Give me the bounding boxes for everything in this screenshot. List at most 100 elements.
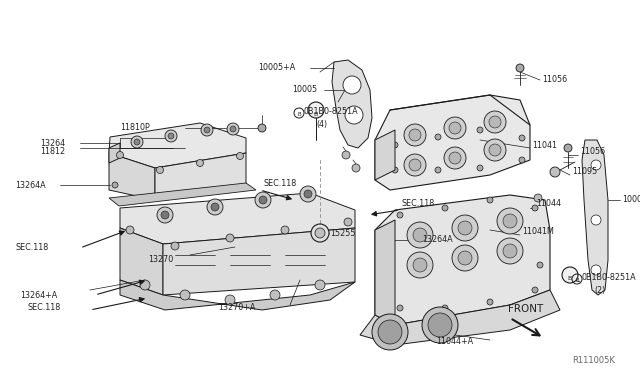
Circle shape	[487, 197, 493, 203]
Circle shape	[503, 244, 517, 258]
Polygon shape	[109, 123, 246, 168]
Text: B: B	[575, 278, 579, 282]
Circle shape	[161, 211, 169, 219]
Circle shape	[345, 106, 363, 124]
Polygon shape	[360, 290, 560, 345]
Circle shape	[591, 215, 601, 225]
Text: 13264A: 13264A	[15, 180, 45, 189]
Circle shape	[343, 76, 361, 94]
Circle shape	[300, 186, 316, 202]
Text: (2): (2)	[594, 285, 605, 295]
Circle shape	[487, 299, 493, 305]
Polygon shape	[120, 228, 163, 295]
Circle shape	[477, 165, 483, 171]
Circle shape	[392, 167, 398, 173]
Circle shape	[489, 144, 501, 156]
Circle shape	[352, 164, 360, 172]
Circle shape	[497, 238, 523, 264]
Circle shape	[116, 151, 124, 158]
Circle shape	[180, 290, 190, 300]
Circle shape	[489, 116, 501, 128]
Circle shape	[591, 265, 601, 275]
Circle shape	[452, 215, 478, 241]
Text: FRONT: FRONT	[508, 304, 543, 314]
Circle shape	[211, 203, 219, 211]
Circle shape	[168, 133, 174, 139]
Text: 10005: 10005	[292, 86, 317, 94]
Circle shape	[537, 262, 543, 268]
Circle shape	[444, 147, 466, 169]
Circle shape	[422, 307, 458, 343]
Circle shape	[550, 167, 560, 177]
Circle shape	[311, 224, 329, 242]
Circle shape	[413, 258, 427, 272]
Circle shape	[165, 130, 177, 142]
Circle shape	[442, 205, 448, 211]
Circle shape	[413, 228, 427, 242]
Circle shape	[204, 127, 210, 133]
Polygon shape	[120, 280, 355, 310]
Circle shape	[304, 190, 312, 198]
Circle shape	[131, 136, 143, 148]
Circle shape	[157, 167, 163, 173]
Circle shape	[196, 160, 204, 167]
Polygon shape	[375, 195, 550, 325]
Circle shape	[255, 192, 271, 208]
Text: 0B1B0-8251A: 0B1B0-8251A	[582, 273, 637, 282]
Circle shape	[237, 153, 243, 160]
Text: 13264: 13264	[40, 138, 65, 148]
Text: SEC.118: SEC.118	[15, 244, 48, 253]
Text: 13270+A: 13270+A	[218, 304, 255, 312]
Circle shape	[171, 242, 179, 250]
Circle shape	[458, 251, 472, 265]
Circle shape	[519, 135, 525, 141]
Circle shape	[484, 139, 506, 161]
Polygon shape	[109, 153, 155, 200]
Circle shape	[407, 222, 433, 248]
Text: 0B1B0-8251A: 0B1B0-8251A	[304, 108, 358, 116]
Circle shape	[477, 127, 483, 133]
Circle shape	[449, 152, 461, 164]
Circle shape	[397, 212, 403, 218]
Circle shape	[449, 122, 461, 134]
Circle shape	[140, 280, 150, 290]
Circle shape	[532, 287, 538, 293]
Circle shape	[442, 305, 448, 311]
Text: 11056: 11056	[542, 76, 567, 84]
Circle shape	[227, 123, 239, 135]
Circle shape	[201, 124, 213, 136]
Polygon shape	[375, 95, 530, 190]
Text: 13264A: 13264A	[422, 235, 452, 244]
Circle shape	[397, 305, 403, 311]
Circle shape	[126, 226, 134, 234]
Circle shape	[534, 194, 542, 202]
Circle shape	[444, 117, 466, 139]
Circle shape	[452, 245, 478, 271]
Circle shape	[281, 226, 289, 234]
Circle shape	[409, 159, 421, 171]
Circle shape	[112, 182, 118, 188]
Circle shape	[435, 167, 441, 173]
Circle shape	[226, 234, 234, 242]
Circle shape	[392, 142, 398, 148]
Circle shape	[404, 124, 426, 146]
Text: 11041M: 11041M	[522, 228, 554, 237]
Circle shape	[404, 154, 426, 176]
Circle shape	[503, 214, 517, 228]
Circle shape	[270, 290, 280, 300]
Text: 13270: 13270	[148, 256, 173, 264]
Circle shape	[378, 320, 402, 344]
Circle shape	[428, 313, 452, 337]
Text: 13264+A: 13264+A	[20, 291, 57, 299]
Text: 11056: 11056	[580, 148, 605, 157]
Circle shape	[157, 207, 173, 223]
Circle shape	[134, 139, 140, 145]
Circle shape	[230, 126, 236, 132]
Circle shape	[315, 228, 325, 238]
Circle shape	[207, 199, 223, 215]
Circle shape	[258, 124, 266, 132]
Text: 11041: 11041	[532, 141, 557, 150]
Text: B: B	[297, 112, 301, 116]
Polygon shape	[375, 220, 395, 325]
Text: B: B	[568, 276, 572, 282]
